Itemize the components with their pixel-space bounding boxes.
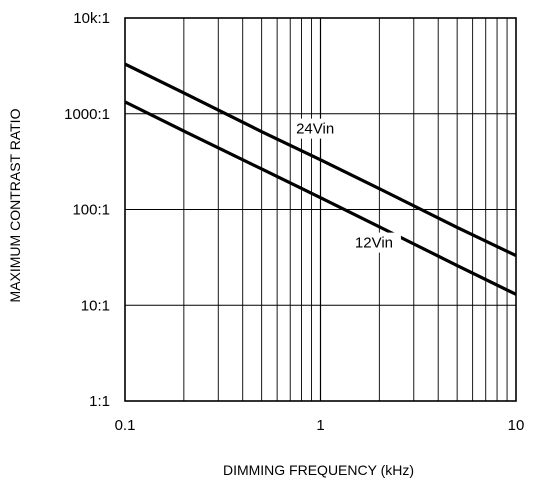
series-line-24vin <box>124 62 517 258</box>
y-tick-label: 1000:1 <box>64 106 110 123</box>
plot-frame <box>124 17 517 402</box>
x-tick-labels: 0.1 1 10 <box>115 417 525 434</box>
series-label-24vin: 24Vin <box>296 121 334 138</box>
series-label-background <box>351 232 401 253</box>
series-labels: 24Vin 12Vin <box>293 118 401 253</box>
x-axis-title: DIMMING FREQUENCY (kHz) <box>223 462 414 478</box>
y-tick-label: 100:1 <box>72 202 110 219</box>
x-tick-label: 0.1 <box>115 417 136 434</box>
x-tick-label: 1 <box>316 417 324 434</box>
series-line-12vin <box>124 100 517 296</box>
y-tick-label: 10:1 <box>81 297 110 314</box>
y-tick-label: 1:1 <box>89 393 110 410</box>
y-tick-label: 10k:1 <box>73 10 110 27</box>
grid-lines <box>125 18 516 401</box>
y-axis-title: MAXIMUM CONTRAST RATIO <box>7 108 23 302</box>
series-label-background <box>293 118 343 139</box>
y-tick-labels: 1:1 10:1 100:1 1000:1 10k:1 <box>64 10 110 410</box>
x-tick-label: 10 <box>508 417 525 434</box>
series-label-12vin: 12Vin <box>355 235 393 252</box>
series-lines <box>124 62 517 296</box>
